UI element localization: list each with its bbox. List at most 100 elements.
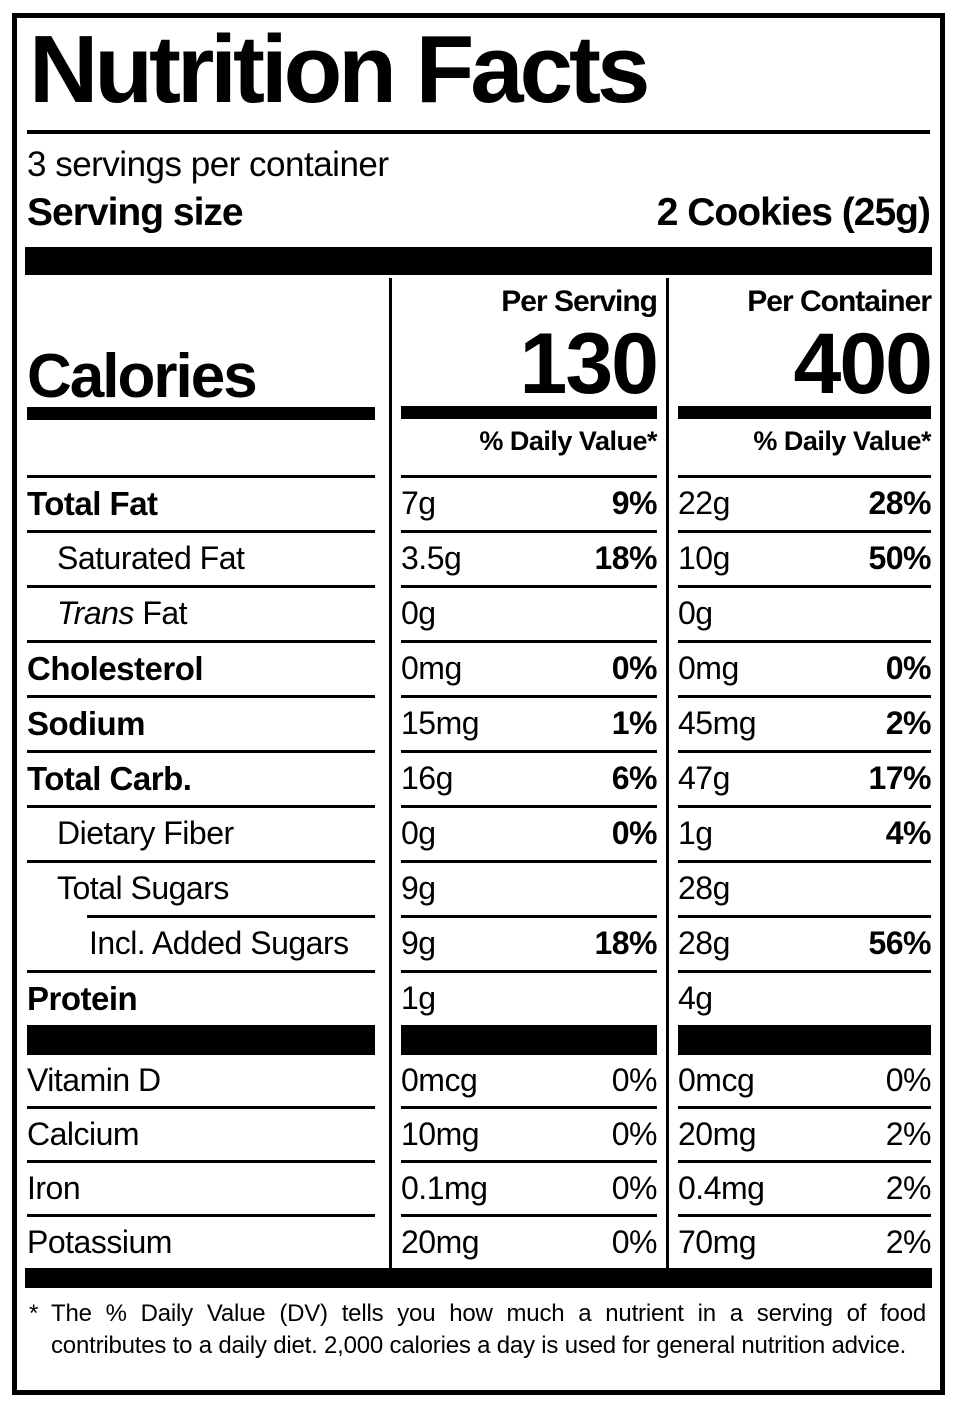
calories-underbar-mid: [401, 405, 657, 419]
header-separator-left: [27, 474, 375, 478]
nutrient-name: Cholesterol: [27, 649, 204, 687]
daily-value-percent: 1%: [611, 705, 658, 742]
nutrient-value-row: 22g 28%: [678, 478, 931, 530]
amount-value: 16g: [401, 760, 453, 797]
amount-value: 0mcg: [678, 1061, 755, 1098]
daily-value-percent: 0%: [611, 1115, 658, 1152]
nutrient-name-row: Trans Fat: [27, 588, 375, 640]
daily-value-percent: 0%: [611, 1169, 658, 1206]
daily-value-percent: 17%: [868, 760, 931, 797]
nutrient-value-row: 0mg 0%: [401, 643, 658, 695]
vitamin-rows-per-container: 0mcg 0% 20mg 2% 0.4mg 2% 70mg 2%: [678, 1055, 932, 1268]
row-separator: [27, 639, 375, 643]
serving-size-label: Serving size: [27, 190, 244, 234]
row-separator: [27, 584, 375, 588]
row-separator: [678, 1213, 931, 1217]
per-serving-header: Per Serving: [501, 284, 658, 318]
daily-value-percent: 18%: [594, 540, 657, 577]
nutrient-value-row: 1g: [401, 973, 657, 1025]
column-per-serving: Per Serving 130 % Daily Value* 7g 9% 3.5g 1…: [389, 277, 666, 1268]
row-separator: [27, 804, 375, 808]
nutrient-name: Saturated Fat: [57, 540, 245, 577]
per-serving-calories-value: 130: [519, 315, 660, 412]
nutrition-columns: Calories Total Fat Saturated Fat Trans Fat…: [17, 277, 940, 1268]
serving-size-value: 2 Cookies (25g): [656, 190, 931, 234]
nutrient-name-row: Cholesterol: [27, 643, 375, 695]
row-separator: [678, 914, 931, 918]
calories-underbar-left: [27, 406, 375, 420]
nutrient-value-row: 28g 56%: [678, 918, 931, 970]
nutrient-value-row: 47g 17%: [678, 753, 931, 805]
row-separator: [678, 859, 931, 863]
row-separator: [401, 1213, 657, 1217]
nutrient-value-row: 0mcg 0%: [678, 1055, 932, 1106]
nutrient-name: Incl. Added Sugars: [89, 925, 349, 962]
row-separator: [401, 639, 657, 643]
row-separator: [678, 804, 931, 808]
daily-value-percent: 50%: [868, 540, 931, 577]
row-separator: [678, 584, 931, 588]
row-separator: [401, 584, 657, 588]
nutrient-name: Dietary Fiber: [57, 815, 234, 852]
nutrient-value-row: 4g: [678, 973, 931, 1025]
row-separator: [27, 529, 375, 533]
nutrient-name: Calcium: [27, 1115, 140, 1152]
daily-value-percent: 0%: [885, 1061, 932, 1098]
section-divider-bar-left: [27, 1024, 375, 1055]
header-separator-right: [678, 474, 931, 478]
amount-value: 20mg: [678, 1115, 757, 1152]
row-separator: [401, 969, 657, 973]
header-separator-mid: [401, 474, 657, 478]
amount-value: 0g: [401, 815, 436, 852]
nutrient-name: Sodium: [27, 704, 146, 742]
nutrient-rows-left: Total Fat Saturated Fat Trans Fat Cholester…: [27, 478, 375, 1025]
amount-value: 0mcg: [401, 1061, 478, 1098]
daily-value-percent: 6%: [611, 760, 658, 797]
nutrient-value-row: 0g: [678, 588, 931, 640]
amount-value: 10g: [678, 540, 730, 577]
row-separator: [27, 694, 375, 698]
nutrient-name-row: Protein: [27, 973, 375, 1025]
nutrient-name: Total Sugars: [57, 870, 229, 907]
nutrient-value-row: 0g: [401, 588, 657, 640]
amount-value: 15mg: [401, 705, 480, 742]
nutrient-name-row: Total Sugars: [27, 863, 375, 915]
row-separator: [401, 859, 657, 863]
daily-value-header-per-serving: % Daily Value*: [479, 425, 657, 456]
nutrient-value-row: 0mg 0%: [678, 643, 932, 695]
nutrient-value-row: 1g 4%: [678, 808, 932, 860]
amount-value: 0mg: [678, 650, 739, 687]
nutrient-value-row: 7g 9%: [401, 478, 658, 530]
label-title: Nutrition Facts: [29, 16, 650, 123]
nutrient-name-row: Total Carb.: [27, 753, 375, 805]
calories-label: Calories: [27, 341, 258, 411]
nutrient-value-row: 10g 50%: [678, 533, 931, 585]
title-divider-rule: [27, 129, 930, 134]
vitamin-rows-per-serving: 0mcg 0% 10mg 0% 0.1mg 0% 20mg 0%: [401, 1055, 658, 1268]
footnote-text: The % Daily Value (DV) tells you how muc…: [51, 1299, 926, 1359]
row-separator: [27, 1213, 375, 1217]
nutrient-value-row: 28g: [678, 863, 931, 915]
calories-label-wrap: Calories: [27, 278, 375, 407]
daily-value-percent: 2%: [885, 705, 932, 742]
nutrient-rows-per-container: 22g 28% 10g 50% 0g 0mg 0% 45mg 2% 47g 17% 1g 4% 28g 28…: [678, 478, 932, 1025]
daily-value-percent: 18%: [594, 925, 657, 962]
amount-value: 9g: [401, 870, 436, 907]
nutrient-name: Total Carb.: [27, 759, 192, 797]
daily-value-percent: 28%: [868, 485, 931, 522]
nutrient-name-row: Saturated Fat: [27, 533, 375, 585]
row-separator: [27, 1105, 375, 1109]
daily-value-percent: 2%: [885, 1115, 932, 1152]
nutrient-value-row: 0mcg 0%: [401, 1055, 658, 1106]
servings-per-container: 3 servings per container: [27, 144, 389, 184]
calories-header-left: Calories: [27, 278, 375, 478]
row-separator: [401, 1159, 657, 1163]
row-separator: [678, 694, 931, 698]
per-container-calories-value: 400: [793, 315, 934, 412]
calories-header-per-serving: Per Serving 130 % Daily Value*: [401, 278, 660, 478]
thick-divider-bar-bottom: [25, 1267, 932, 1288]
row-separator: [401, 804, 657, 808]
nutrient-name: Vitamin D: [27, 1061, 161, 1098]
nutrient-value-row: 45mg 2%: [678, 698, 932, 750]
